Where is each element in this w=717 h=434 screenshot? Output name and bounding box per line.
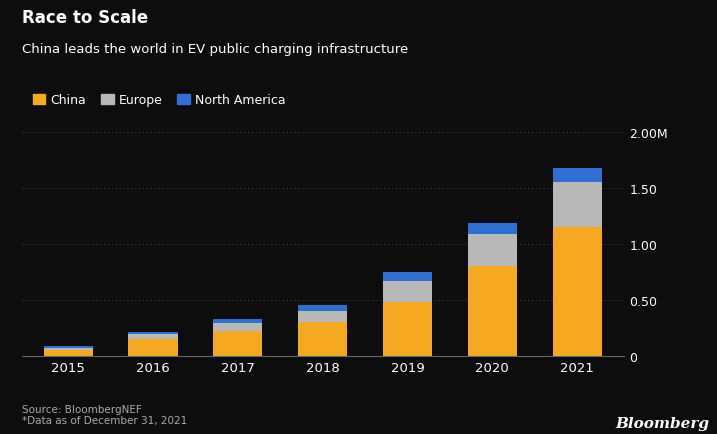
Bar (128, 332, 178, 335)
Text: Race to Scale: Race to Scale (22, 9, 148, 26)
Bar (553, 227, 602, 356)
Bar (298, 306, 347, 311)
Bar (553, 168, 602, 183)
Bar (298, 311, 347, 322)
Bar (467, 223, 517, 234)
Bar (128, 335, 178, 339)
Text: China leads the world in EV public charging infrastructure: China leads the world in EV public charg… (22, 43, 408, 56)
Bar (213, 319, 262, 323)
Bar (383, 273, 432, 281)
Legend: China, Europe, North America: China, Europe, North America (28, 89, 290, 112)
Bar (467, 266, 517, 356)
Bar (553, 183, 602, 227)
Bar (44, 346, 92, 348)
Bar (213, 331, 262, 356)
Bar (128, 339, 178, 356)
Bar (44, 348, 92, 350)
Bar (298, 322, 347, 356)
Bar (467, 234, 517, 266)
Bar (44, 350, 92, 356)
Bar (383, 302, 432, 356)
Text: Source: BloombergNEF
*Data as of December 31, 2021: Source: BloombergNEF *Data as of Decembe… (22, 404, 186, 425)
Text: Bloomberg: Bloomberg (616, 416, 710, 430)
Bar (383, 281, 432, 302)
Bar (213, 323, 262, 331)
